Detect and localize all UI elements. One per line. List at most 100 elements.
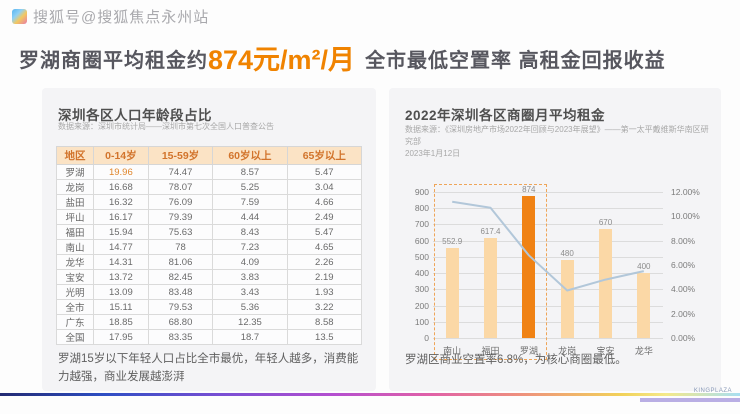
table-cell: 4.65 [286, 239, 363, 255]
right-axis-tick-label: 0.00% [671, 333, 696, 343]
table-cell: 68.80 [147, 314, 214, 330]
left-axis-tick-label: 0 [424, 333, 429, 343]
table-cell: 14.77 [93, 239, 149, 255]
left-axis-tick-label: 100 [414, 316, 429, 327]
gridline [433, 289, 663, 291]
table-cell: 宝安 [55, 269, 95, 285]
table-row: 全市 15.11 79.53 5.36 3.22 [55, 299, 363, 315]
bar-南山 [445, 248, 459, 338]
table-cell: 4.66 [286, 194, 363, 210]
table-cell: 3.83 [212, 269, 288, 285]
right-axis-tick-label: 4.00% [671, 284, 696, 295]
rent-panel-note: 罗湖区商业空置率6.8%，为核心商圈最低。 [405, 354, 627, 366]
table-cell: 78 [147, 239, 214, 255]
table-row: 光明 13.09 83.48 3.43 1.93 [55, 284, 363, 300]
x-axis-label-宝安: 宝安 [596, 346, 615, 356]
table-row: 龙岗 16.68 78.07 5.25 3.04 [55, 179, 363, 195]
left-axis-tick-label: 900 [414, 187, 429, 197]
table-row: 广东 18.85 68.80 12.35 8.58 [55, 314, 363, 330]
table-cell: 广东 [55, 314, 95, 330]
table-cell: 3.22 [286, 299, 363, 315]
bar-value-label: 617.4 [480, 226, 501, 236]
table-cell: 13.72 [93, 269, 149, 285]
table-cell: 全国 [55, 329, 95, 345]
rent-source-line2: 2023年1月12日 [405, 149, 461, 158]
sohu-logo-icon [12, 9, 27, 24]
population-panel-source: 数据来源：深圳市统计局——深圳市第七次全国人口普查公告 [58, 122, 274, 131]
rent-panel: 2022年深圳各区商圈月平均租金 数据来源：《深圳房地产市场2022年回顾与20… [389, 88, 721, 391]
bar-value-label: 400 [637, 262, 651, 272]
x-axis-label-福田: 福田 [481, 346, 500, 356]
gridline [433, 256, 663, 258]
right-axis-tick-label: 6.00% [671, 260, 696, 270]
headline-highlight-value: 874元/m²/月 [208, 45, 356, 75]
rent-chart: 552.9 617.4 874 480 670 400 0 100 200 300 400 500 60… [399, 182, 715, 360]
table-header-cell: 65岁以上 [286, 146, 363, 165]
gridline [433, 240, 663, 242]
table-cell: 13.5 [286, 329, 363, 345]
table-cell: 8.57 [212, 164, 288, 180]
left-axis-tick-label: 800 [414, 203, 429, 214]
table-cell: 3.43 [212, 284, 288, 300]
table-cell: 7.59 [212, 194, 288, 210]
table-cell: 16.68 [93, 179, 149, 195]
table-cell: 81.06 [147, 254, 214, 270]
rent-panel-source: 数据来源：《深圳房地产市场2022年回顾与2023年展望》——第一太平戴维斯华南… [405, 124, 711, 160]
table-cell: 3.04 [286, 179, 363, 195]
table-cell: 13.09 [93, 284, 149, 300]
left-axis-tick-label: 700 [414, 219, 429, 230]
table-header-cell: 60岁以上 [212, 146, 288, 165]
right-axis-tick-label: 10.00% [671, 211, 700, 222]
gridline [433, 192, 663, 193]
table-cell: 74.47 [147, 164, 214, 180]
headline-suffix: 全市最低空置率 高租金回报收益 [365, 50, 666, 72]
table-cell: 78.07 [147, 179, 214, 195]
bar-龙华 [637, 273, 651, 338]
population-panel-title: 深圳各区人口年龄段占比 [58, 108, 212, 123]
table-row: 龙华 14.31 81.06 4.09 2.26 [55, 254, 363, 270]
watermark-text: 搜狐号@搜狐焦点永州站 [33, 9, 210, 26]
table-cell: 4.44 [212, 209, 288, 225]
table-cell: 光明 [55, 284, 95, 300]
left-axis-tick-label: 400 [414, 268, 429, 279]
left-axis-tick-label: 600 [414, 235, 429, 246]
table-cell: 盐田 [55, 194, 95, 210]
table-cell: 15.94 [93, 224, 149, 240]
table-cell: 79.39 [147, 209, 214, 225]
table-cell: 1.93 [286, 284, 363, 300]
table-cell: 5.36 [212, 299, 288, 315]
table-cell: 8.58 [286, 314, 363, 330]
table-header-cell: 地区 [55, 146, 95, 165]
right-axis-tick-label: 8.00% [671, 235, 696, 246]
gridline [433, 208, 663, 210]
footer-logo-text: KINGPLAZA [693, 388, 732, 394]
table-cell: 83.48 [147, 284, 214, 300]
table-cell: 2.19 [286, 269, 363, 285]
left-axis-tick-label: 500 [414, 251, 429, 262]
right-axis-tick-label: 12.00% [671, 187, 700, 197]
bar-value-label: 670 [598, 218, 613, 228]
population-panel-note: 罗湖15岁以下年轻人口占比全市最优，年轻人越多，消费能力越强，商业发展越澎湃 [58, 353, 359, 383]
table-cell: 83.35 [147, 329, 214, 345]
table-cell: 龙华 [55, 254, 95, 270]
x-axis-label-龙岗: 龙岗 [558, 346, 577, 356]
x-axis-label-罗湖: 罗湖 [519, 346, 538, 356]
vacancy-rate-line [452, 200, 645, 292]
table-cell: 2.26 [286, 254, 363, 270]
gridline [433, 224, 663, 226]
table-cell: 龙岗 [55, 179, 95, 195]
table-row: 宝安 13.72 82.45 3.83 2.19 [55, 269, 363, 285]
gridline [433, 305, 663, 307]
bar-龙岗 [560, 260, 574, 338]
table-cell: 5.47 [286, 164, 363, 180]
rent-source-line1: 数据来源：《深圳房地产市场2022年回顾与2023年展望》——第一太平戴维斯华南… [405, 125, 709, 146]
table-row: 全国 17.95 83.35 18.7 13.5 [55, 329, 363, 345]
watermark: 搜狐号@搜狐焦点永州站 [12, 6, 209, 27]
x-axis-label-龙华: 龙华 [634, 346, 653, 356]
table-cell: 福田 [55, 224, 95, 240]
table-cell: 12.35 [212, 314, 288, 330]
table-cell: 2.49 [286, 209, 363, 225]
page-title: 罗湖商圈平均租金约874元/m²/月 全市最低空置率 高租金回报收益 [19, 38, 666, 77]
bar-宝安 [599, 229, 612, 338]
table-cell: 8.43 [212, 224, 288, 240]
